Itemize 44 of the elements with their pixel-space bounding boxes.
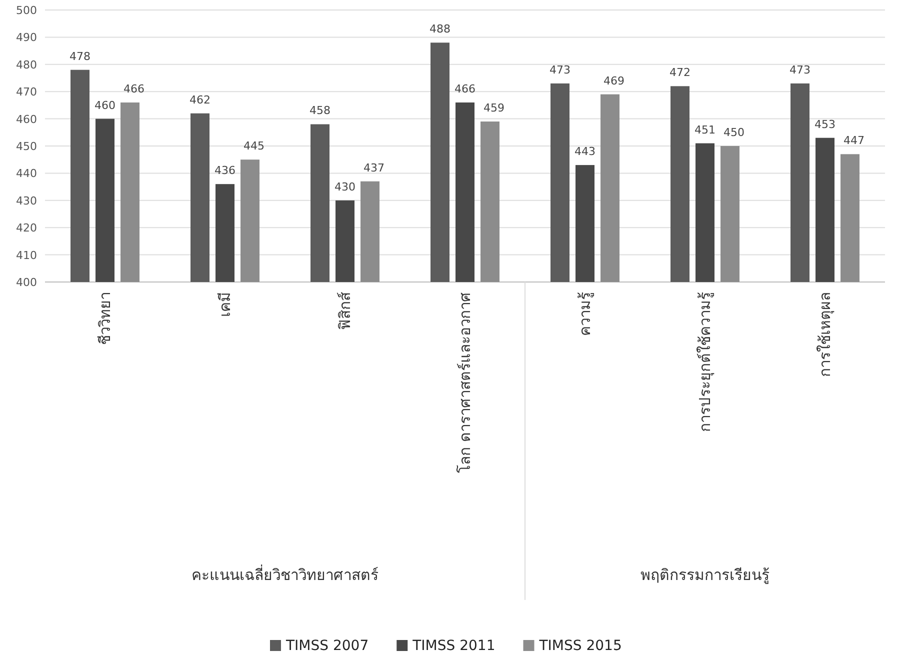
data-label: 466 bbox=[454, 82, 476, 96]
y-tick-label: 440 bbox=[16, 167, 37, 180]
data-label: 459 bbox=[484, 102, 504, 115]
x-tick-label: ความรู้ bbox=[576, 292, 594, 336]
data-label: 443 bbox=[574, 145, 596, 158]
y-tick-label: 460 bbox=[16, 112, 37, 126]
data-label: 473 bbox=[790, 63, 810, 76]
y-tick-label: 420 bbox=[16, 222, 37, 235]
data-label: 462 bbox=[190, 93, 210, 106]
legend-label: TIMSS 2007 bbox=[285, 638, 369, 654]
x-tick-label: โลก ดาราศาสตร์และอวกาศ bbox=[456, 292, 474, 473]
y-tick-label: 450 bbox=[16, 140, 37, 153]
data-label: 488 bbox=[430, 22, 450, 36]
x-tick-label: การใช้เหตุผล bbox=[816, 292, 835, 377]
legend-label: TIMSS 2015 bbox=[538, 638, 622, 654]
text: พฤติกรรมการเรียนรู้ bbox=[640, 566, 770, 584]
data-label: 451 bbox=[694, 123, 716, 136]
data-label: 460 bbox=[94, 98, 116, 112]
data-label: 447 bbox=[844, 134, 864, 148]
data-label: 430 bbox=[334, 180, 356, 194]
legend-label: TIMSS 2011 bbox=[412, 638, 496, 654]
data-label: 473 bbox=[550, 63, 570, 76]
data-label: 437 bbox=[364, 161, 384, 174]
y-tick-label: 430 bbox=[16, 194, 37, 208]
y-tick-label: 410 bbox=[16, 248, 37, 262]
data-label: 469 bbox=[604, 74, 624, 88]
data-label: 445 bbox=[244, 140, 264, 153]
data-label: 458 bbox=[310, 104, 330, 118]
data-label: 450 bbox=[724, 126, 744, 139]
x-tick-label: ชีววิทยา bbox=[96, 292, 114, 345]
data-label: 453 bbox=[814, 118, 836, 131]
x-tick-label: ฟิสิกส์ bbox=[336, 292, 354, 330]
text: คะแนนเฉลี่ยวิชาวิทยาศาสตร์ bbox=[192, 564, 378, 584]
y-tick-label: 400 bbox=[16, 276, 37, 289]
data-label: 436 bbox=[214, 164, 236, 178]
y-tick-label: 490 bbox=[16, 31, 37, 44]
y-tick-label: 480 bbox=[16, 58, 37, 72]
x-tick-label: การประยุกต์ใช้ความรู้ bbox=[696, 292, 715, 432]
data-label: 478 bbox=[70, 50, 90, 63]
data-label: 466 bbox=[124, 82, 144, 96]
x-tick-label: เคมี bbox=[216, 292, 234, 317]
y-tick-label: 500 bbox=[16, 4, 37, 17]
data-label: 472 bbox=[670, 66, 690, 80]
y-tick-label: 470 bbox=[16, 86, 37, 99]
